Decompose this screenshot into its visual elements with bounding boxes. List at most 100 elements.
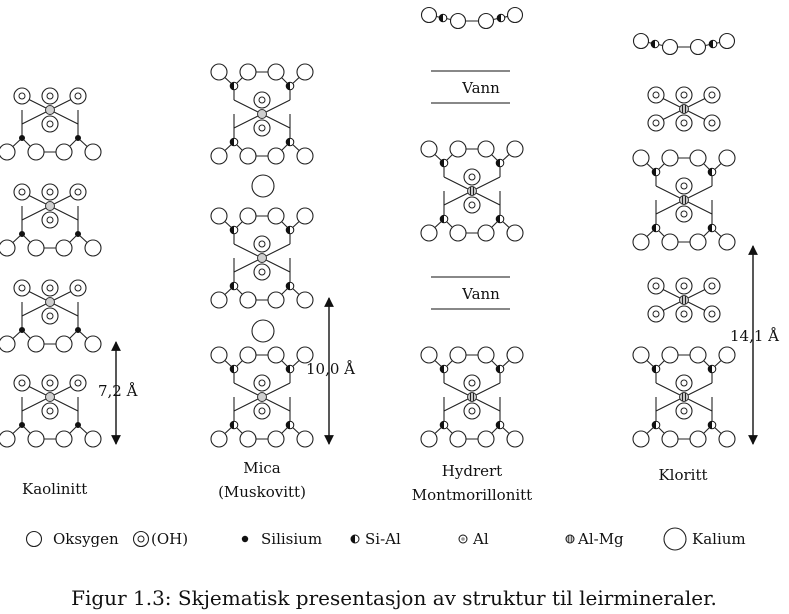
oxygen-atom: [27, 335, 45, 353]
al-atom: [257, 392, 267, 402]
oxygen-atom: [661, 38, 679, 56]
oxygen-atom: [718, 346, 736, 364]
oxygen-atom: [632, 32, 650, 50]
silicon-atom: [75, 422, 81, 428]
oxygen-atom: [0, 143, 16, 161]
oxygen-atom: [267, 63, 285, 81]
oxygen-atom: [84, 143, 102, 161]
mica-spacing-label: 10,0 Å: [306, 360, 355, 378]
oxygen-atom: [267, 147, 285, 165]
oxygen-atom: [689, 430, 707, 448]
legend-potassium: Kalium: [663, 527, 746, 551]
al-mg-atom-icon: [565, 534, 575, 544]
oxygen-atom: [477, 224, 495, 242]
oxygen-atom: [296, 63, 314, 81]
oxygen-atom: [420, 6, 438, 24]
oxygen-atom: [84, 430, 102, 448]
al-atom: [45, 392, 55, 402]
al-mg-atom: [679, 295, 689, 305]
legend-al: Al: [458, 530, 489, 548]
oxygen-atom: [420, 346, 438, 364]
water-layer-lower: [431, 276, 510, 310]
oxygen-atom: [449, 346, 467, 364]
legend-hydroxyl: (OH): [132, 530, 188, 548]
mica-name-sub: (Muskovitt): [218, 483, 306, 501]
water-label-lower: Vann: [461, 285, 500, 303]
oxygen-atom: [718, 149, 736, 167]
oxygen-atom: [689, 346, 707, 364]
al-atom: [45, 297, 55, 307]
water-label-upper: Vann: [461, 79, 500, 97]
oxygen-atom: [27, 430, 45, 448]
oxygen-atom: [0, 335, 16, 353]
kloritt-spacing-label: 14,1 Å: [730, 327, 779, 345]
oxygen-atom: [55, 335, 73, 353]
oxygen-atom: [296, 346, 314, 364]
kaolinitt-name: Kaolinitt: [22, 480, 87, 498]
oxygen-atom: [0, 430, 16, 448]
silicon-atom: [75, 327, 81, 333]
oxygen-atom: [27, 239, 45, 257]
oxygen-atom: [506, 346, 524, 364]
legend-al-mg-label: Al-Mg: [577, 530, 624, 548]
silicon-atom: [19, 422, 25, 428]
oxygen-atom: [251, 319, 275, 343]
legend-al-mg: Al-Mg: [565, 530, 624, 548]
water-layer-upper: [431, 70, 510, 104]
al-atom: [45, 105, 55, 115]
al-atom: [45, 201, 55, 211]
oxygen-atom: [251, 174, 275, 198]
oxygen-atom: [210, 291, 228, 309]
al-atom: [257, 253, 267, 263]
montmorillonitt-name-sub: Montmorillonitt: [412, 486, 532, 504]
oxygen-atom: [296, 291, 314, 309]
legend-silicon-label: Silisium: [261, 530, 322, 548]
oxygen-atom-icon: [25, 530, 43, 548]
oxygen-atom: [210, 63, 228, 81]
legend-si-al-label: Si-Al: [365, 530, 401, 548]
oxygen-atom: [632, 233, 650, 251]
oxygen-atom: [718, 32, 736, 50]
oxygen-atom: [661, 346, 679, 364]
oxygen-atom: [506, 140, 524, 158]
oxygen-atom: [239, 147, 257, 165]
oxygen-atom: [632, 346, 650, 364]
oxygen-atom: [55, 143, 73, 161]
oxygen-atom: [239, 63, 257, 81]
oxygen-atom: [420, 224, 438, 242]
oxygen-atom: [84, 239, 102, 257]
legend: Oksygen (OH) Silisium Si-Al Al Al-Mg: [25, 527, 746, 551]
oxygen-atom: [296, 430, 314, 448]
kloritt-column: [632, 32, 736, 448]
oxygen-atom: [661, 430, 679, 448]
kaolinitt-column: [0, 87, 102, 448]
oxygen-atom: [0, 239, 16, 257]
oxygen-atom: [210, 430, 228, 448]
oxygen-atom: [210, 346, 228, 364]
silicon-atom: [19, 327, 25, 333]
oxygen-atom: [55, 430, 73, 448]
silicon-atom: [75, 231, 81, 237]
al-mg-atom: [679, 104, 689, 114]
oxygen-atom: [27, 143, 45, 161]
legend-hydroxyl-label: (OH): [151, 530, 188, 548]
legend-oxygen-label: Oksygen: [53, 530, 119, 548]
legend-silicon: Silisium: [241, 530, 322, 548]
oxygen-atom: [632, 430, 650, 448]
oxygen-atom: [477, 346, 495, 364]
oxygen-atom: [718, 233, 736, 251]
oxygen-atom: [449, 12, 467, 30]
al-mg-atom: [679, 195, 689, 205]
oxygen-atom: [296, 207, 314, 225]
oxygen-atom: [506, 430, 524, 448]
al-mg-atom: [467, 186, 477, 196]
silicon-atom-icon: [241, 535, 249, 543]
oxygen-atom: [267, 430, 285, 448]
oxygen-atom: [267, 291, 285, 309]
silicon-atom: [19, 135, 25, 141]
oxygen-atom: [689, 149, 707, 167]
oxygen-atom: [210, 147, 228, 165]
potassium-atom-icon: [663, 527, 687, 551]
oxygen-atom: [239, 346, 257, 364]
legend-si-al: Si-Al: [350, 530, 401, 548]
